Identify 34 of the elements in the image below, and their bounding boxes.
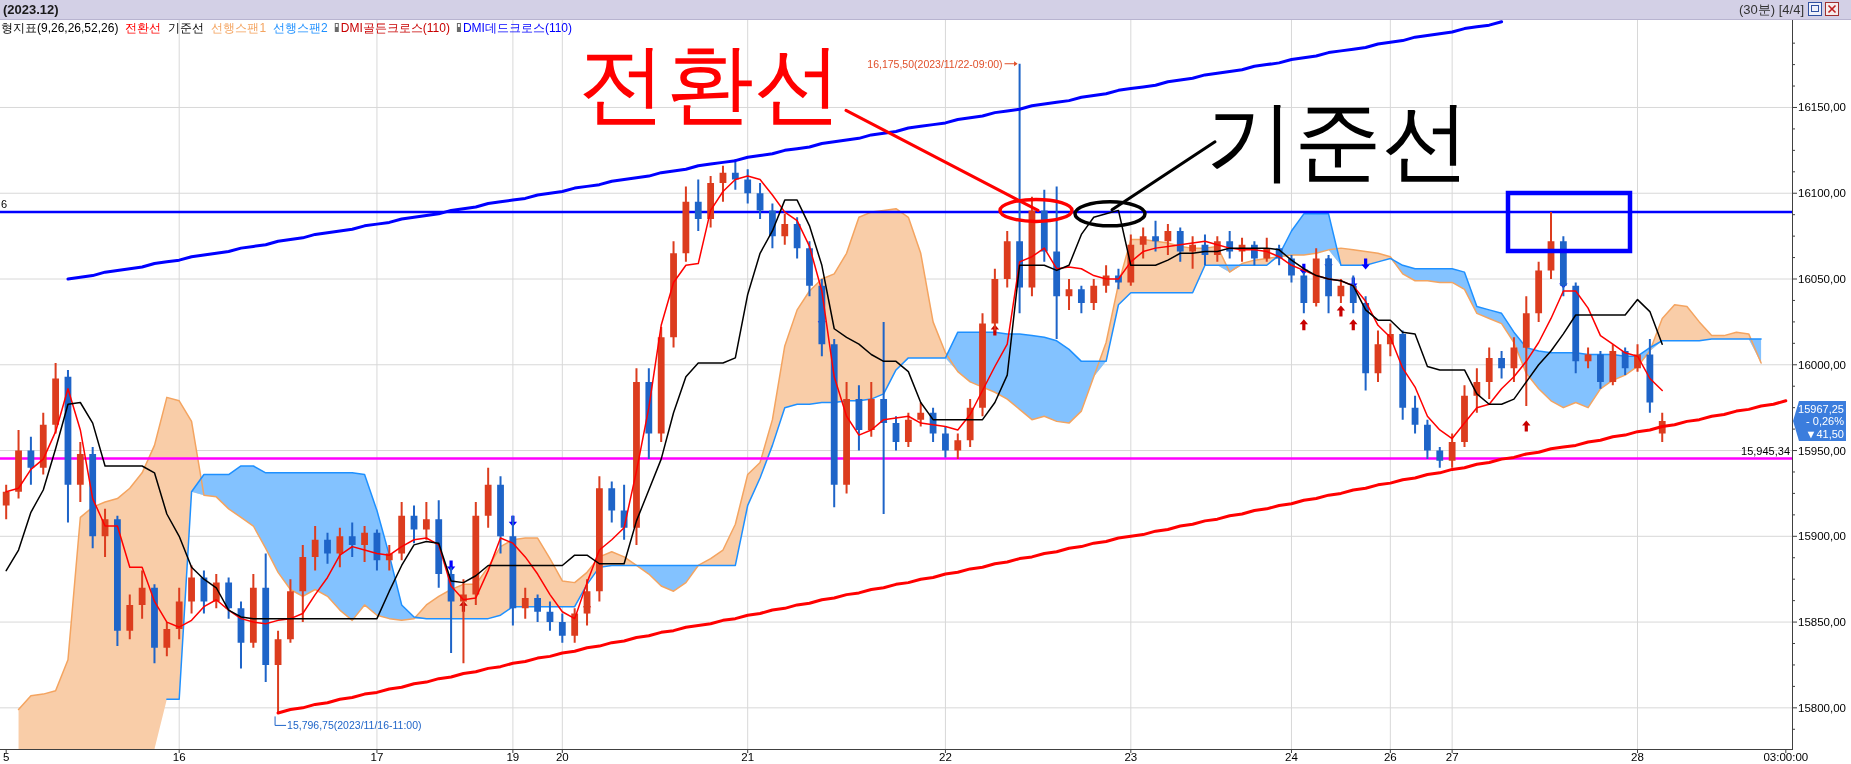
annotation: 16,175,50(2023/11/22-09:00)	[867, 57, 1003, 70]
x-tick-label: 19	[506, 751, 520, 763]
x-tick-label: 24	[1285, 751, 1299, 763]
annotation: 15,796,75(2023/11/16-11:00)	[287, 719, 422, 732]
text: - 0,26%	[1806, 415, 1845, 428]
x-tick-label: 28	[1631, 751, 1644, 763]
ref-line-label: 15,945,34	[1741, 444, 1790, 457]
legend: 형지표(9,26,26,52,26) 전환선 기준선 선행스팬1 선행스팬2 DMI골든크로스(110) DMI데드크로스(110)	[1, 21, 573, 35]
text: 15967,25	[1798, 402, 1844, 415]
chart-title: (2023.12)	[3, 2, 59, 17]
y-tick-label: 15950,00	[1798, 444, 1846, 457]
y-tick-label: 15850,00	[1798, 616, 1846, 629]
legend-title: 형지표(9,26,26,52,26)	[1, 21, 119, 35]
x-tick-label: 21	[741, 751, 755, 763]
x-tick-label: 26	[1383, 751, 1397, 763]
y-tick-label: 15800,00	[1798, 701, 1846, 714]
x-tick-label: 16	[172, 751, 186, 763]
x-tick-label: 03:00:00	[1763, 751, 1809, 763]
y-tick-label: 15900,00	[1798, 530, 1846, 543]
text: ▼41,50	[1805, 427, 1844, 440]
annotation: 전환선	[578, 34, 842, 134]
y-tick-label: 16100,00	[1798, 187, 1846, 200]
chart-subtitle: (30분) [4/4]	[1738, 2, 1804, 17]
annotation: 6	[1, 198, 8, 211]
x-tick-label: 27	[1445, 751, 1459, 763]
y-tick-label: 16150,00	[1798, 101, 1846, 114]
x-tick-label: 20	[555, 751, 569, 763]
annotation: 기준선	[1206, 90, 1470, 190]
x-tick-label: 22	[939, 751, 952, 763]
x-tick-label: 17	[370, 751, 384, 763]
y-tick-label: 16050,00	[1798, 273, 1846, 286]
x-tick-label: 23	[1124, 751, 1138, 763]
y-tick-label: 16000,00	[1798, 358, 1846, 371]
x-tick-label: 5	[2, 751, 10, 763]
